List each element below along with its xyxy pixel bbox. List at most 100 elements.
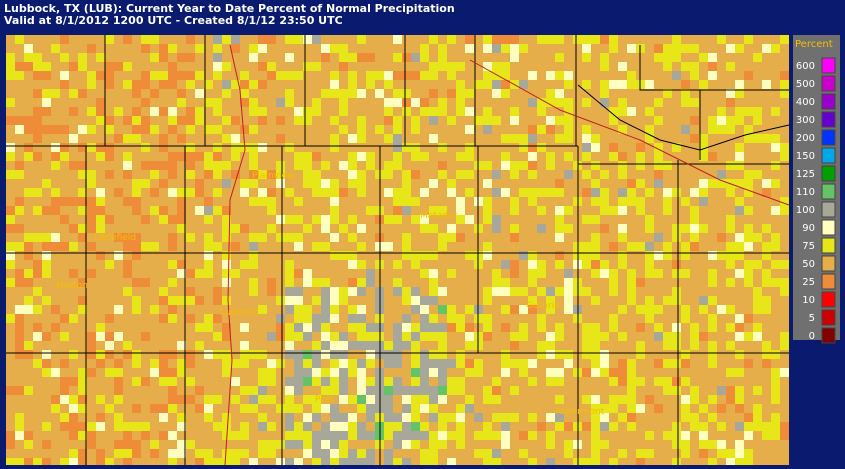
map-cell — [321, 449, 330, 458]
map-cell — [735, 395, 744, 404]
map-cell — [591, 431, 600, 440]
map-cell — [69, 458, 78, 465]
map-cell — [726, 449, 735, 458]
map-cell — [402, 341, 411, 350]
map-cell — [195, 188, 204, 197]
map-cell — [285, 233, 294, 242]
legend: Percent 60050040030020015012511010090755… — [793, 35, 840, 344]
map-cell — [663, 53, 672, 62]
map-cell — [627, 269, 636, 278]
map-cell — [690, 323, 699, 332]
map-cell — [33, 152, 42, 161]
map-cell — [726, 62, 735, 71]
map-cell — [447, 179, 456, 188]
map-cell — [303, 278, 312, 287]
map-cell — [429, 449, 438, 458]
map-cell — [591, 323, 600, 332]
map-cell — [213, 350, 222, 359]
map-cell — [51, 125, 60, 134]
map-cell — [510, 359, 519, 368]
map-cell — [348, 368, 357, 377]
map-cell — [753, 422, 762, 431]
map-cell — [78, 197, 87, 206]
map-cell — [186, 53, 195, 62]
map-cell — [627, 278, 636, 287]
map-cell — [654, 269, 663, 278]
map-cell — [240, 260, 249, 269]
map-cell — [384, 431, 393, 440]
map-cell — [348, 395, 357, 404]
map-cell — [393, 440, 402, 449]
map-cell — [483, 314, 492, 323]
map-cell — [600, 440, 609, 449]
map-cell — [33, 269, 42, 278]
map-cell — [213, 332, 222, 341]
map-cell — [285, 269, 294, 278]
map-cell — [546, 125, 555, 134]
map-cell — [285, 143, 294, 152]
map-cell — [618, 197, 627, 206]
map-cell — [150, 161, 159, 170]
map-cell — [753, 413, 762, 422]
map-cell — [312, 314, 321, 323]
map-cell — [537, 287, 546, 296]
map-cell — [267, 71, 276, 80]
map-cell — [285, 350, 294, 359]
map-cell — [231, 242, 240, 251]
map-cell — [672, 431, 681, 440]
map-cell — [735, 233, 744, 242]
map-cell — [663, 206, 672, 215]
map-cell — [501, 278, 510, 287]
legend-label: 100 — [796, 205, 815, 216]
map-cell — [6, 260, 15, 269]
map-cell — [159, 161, 168, 170]
map-cell — [762, 80, 771, 89]
map-cell — [123, 440, 132, 449]
map-cell — [528, 188, 537, 197]
map-cell — [708, 350, 717, 359]
map-cell — [51, 323, 60, 332]
map-cell — [42, 206, 51, 215]
map-cell — [51, 143, 60, 152]
map-cell — [384, 422, 393, 431]
legend-label: 150 — [796, 151, 815, 162]
map-cell — [393, 206, 402, 215]
map-cell — [150, 170, 159, 179]
map-cell — [249, 179, 258, 188]
map-cell — [708, 116, 717, 125]
map-cell — [141, 44, 150, 53]
map-cell — [159, 404, 168, 413]
map-cell — [762, 359, 771, 368]
map-cell — [339, 395, 348, 404]
map-cell — [384, 386, 393, 395]
map-cell — [276, 404, 285, 413]
map-cell — [546, 161, 555, 170]
map-cell — [240, 125, 249, 134]
map-cell — [123, 341, 132, 350]
map-cell — [447, 386, 456, 395]
map-cell — [96, 422, 105, 431]
map-cell — [717, 116, 726, 125]
map-cell — [384, 449, 393, 458]
map-cell — [285, 260, 294, 269]
map-cell — [609, 422, 618, 431]
map-cell — [582, 143, 591, 152]
legend-swatch — [821, 219, 836, 236]
map-cell — [546, 368, 555, 377]
map-cell — [753, 260, 762, 269]
map-cell — [222, 368, 231, 377]
map-cell — [96, 413, 105, 422]
map-cell — [753, 287, 762, 296]
map-cell — [339, 458, 348, 465]
map-cell — [33, 287, 42, 296]
map-cell — [465, 143, 474, 152]
map-cell — [591, 269, 600, 278]
map-cell — [312, 278, 321, 287]
map-cell — [177, 53, 186, 62]
map-cell — [519, 449, 528, 458]
map-cell — [15, 341, 24, 350]
map-cell — [600, 206, 609, 215]
map-cell — [348, 89, 357, 98]
map-cell — [276, 179, 285, 188]
map-cell — [708, 341, 717, 350]
